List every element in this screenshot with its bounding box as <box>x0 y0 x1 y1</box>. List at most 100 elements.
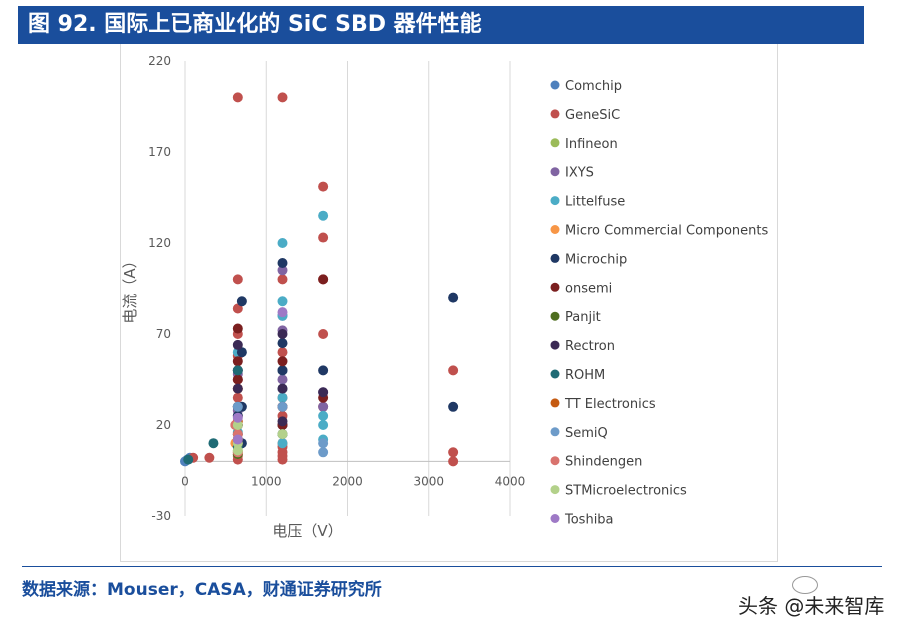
legend-marker <box>550 225 560 234</box>
data-point <box>277 416 288 427</box>
legend-marker <box>550 167 560 177</box>
y-tick-label: 170 <box>148 145 171 159</box>
legend-label: Micro Commercial Components <box>565 224 768 239</box>
data-point <box>318 274 329 285</box>
data-point <box>183 454 194 465</box>
data-points <box>180 92 459 467</box>
data-point <box>232 383 243 394</box>
data-point <box>232 92 243 103</box>
legend-label: STMicroelectronics <box>565 484 687 499</box>
data-point <box>318 438 329 449</box>
data-point <box>448 456 459 467</box>
legend-marker <box>550 456 560 466</box>
data-point <box>448 292 459 303</box>
legend: Comchip GeneSiC Infineon IXYS Littelfuse Micr… <box>550 79 768 528</box>
legend-marker <box>550 311 560 321</box>
legend-label: GeneSiC <box>565 108 620 123</box>
legend-label: IXYS <box>565 166 594 181</box>
data-point <box>318 365 329 376</box>
data-point <box>277 265 288 276</box>
data-point <box>277 454 288 465</box>
axes: 0 1000 2000 3000 4000 -30 20 70 120 170 220 <box>148 54 525 523</box>
data-point <box>277 296 288 307</box>
data-point <box>448 365 459 376</box>
data-point <box>232 420 243 430</box>
data-point <box>277 92 288 103</box>
data-point <box>448 447 459 458</box>
data-point <box>277 374 288 385</box>
data-point <box>318 210 329 221</box>
legend-marker <box>550 138 560 148</box>
y-tick-label: -30 <box>151 509 171 523</box>
data-point <box>232 365 243 376</box>
data-point <box>318 410 329 421</box>
legend-label: onsemi <box>565 281 612 296</box>
data-point <box>277 401 288 412</box>
legend-marker <box>550 80 560 90</box>
grid-lines <box>265 61 511 516</box>
data-point <box>232 339 243 350</box>
data-point <box>277 438 288 449</box>
legend-label: Infineon <box>565 137 618 152</box>
y-tick-label: 70 <box>156 327 171 341</box>
data-point <box>318 447 329 458</box>
data-point <box>232 356 243 367</box>
watermark-icon <box>792 576 818 594</box>
data-point <box>318 387 329 398</box>
legend-marker <box>550 485 560 495</box>
data-point <box>232 374 243 385</box>
data-point <box>277 365 288 376</box>
x-axis-title: 电压（V） <box>272 522 342 540</box>
data-point <box>277 429 288 440</box>
x-tick-label: 1000 <box>251 474 282 488</box>
data-point <box>277 238 288 248</box>
x-tick-label: 2000 <box>332 474 363 488</box>
legend-label: SemiQ <box>565 426 608 441</box>
watermark-text: 头条 @未来智库 <box>738 594 885 618</box>
data-point <box>232 274 243 285</box>
x-tick-label: 0 <box>181 474 189 488</box>
legend-label: Toshiba <box>564 513 614 528</box>
data-point <box>204 452 215 463</box>
data-point <box>232 392 243 403</box>
legend-label: Microchip <box>565 252 627 267</box>
data-point <box>232 323 243 334</box>
legend-label: Littelfuse <box>565 195 625 210</box>
legend-label: TT Electronics <box>564 397 656 412</box>
x-tick-label: 4000 <box>495 474 526 488</box>
data-point <box>318 181 329 192</box>
data-point <box>277 274 288 285</box>
legend-marker <box>550 514 560 523</box>
y-tick-label: 120 <box>148 236 171 250</box>
x-tick-label: 3000 <box>413 474 444 488</box>
data-point <box>277 338 288 349</box>
legend-marker <box>550 196 560 206</box>
data-point <box>277 356 288 367</box>
legend-label: Rectron <box>565 339 615 354</box>
data-point <box>236 347 247 358</box>
data-point <box>318 329 329 339</box>
legend-marker <box>550 253 560 263</box>
source-note: 数据来源：Mouser，CASA，财通证券研究所 <box>22 566 882 600</box>
chart-frame: 0 1000 2000 3000 4000 -30 20 70 120 170 220 Comchi… <box>120 44 778 562</box>
data-point <box>318 401 329 412</box>
header-bar: 图 92. 国际上已商业化的 SiC SBD 器件性能 <box>18 6 864 44</box>
data-point <box>232 303 243 314</box>
data-point <box>232 434 243 445</box>
data-point <box>277 347 288 358</box>
data-point <box>277 383 288 394</box>
legend-marker <box>550 427 560 437</box>
data-point <box>277 307 288 318</box>
data-point <box>232 412 243 423</box>
legend-marker <box>550 282 560 292</box>
legend-marker <box>550 398 560 408</box>
legend-marker <box>550 340 560 350</box>
y-tick-label: 220 <box>148 54 171 68</box>
y-axis-title: 电流（A） <box>121 253 139 323</box>
legend-marker <box>550 109 560 119</box>
data-point <box>277 329 288 339</box>
legend-label: ROHM <box>565 368 605 383</box>
data-point <box>448 401 459 412</box>
legend-label: Panjit <box>565 310 601 325</box>
legend-label: Comchip <box>565 79 622 94</box>
